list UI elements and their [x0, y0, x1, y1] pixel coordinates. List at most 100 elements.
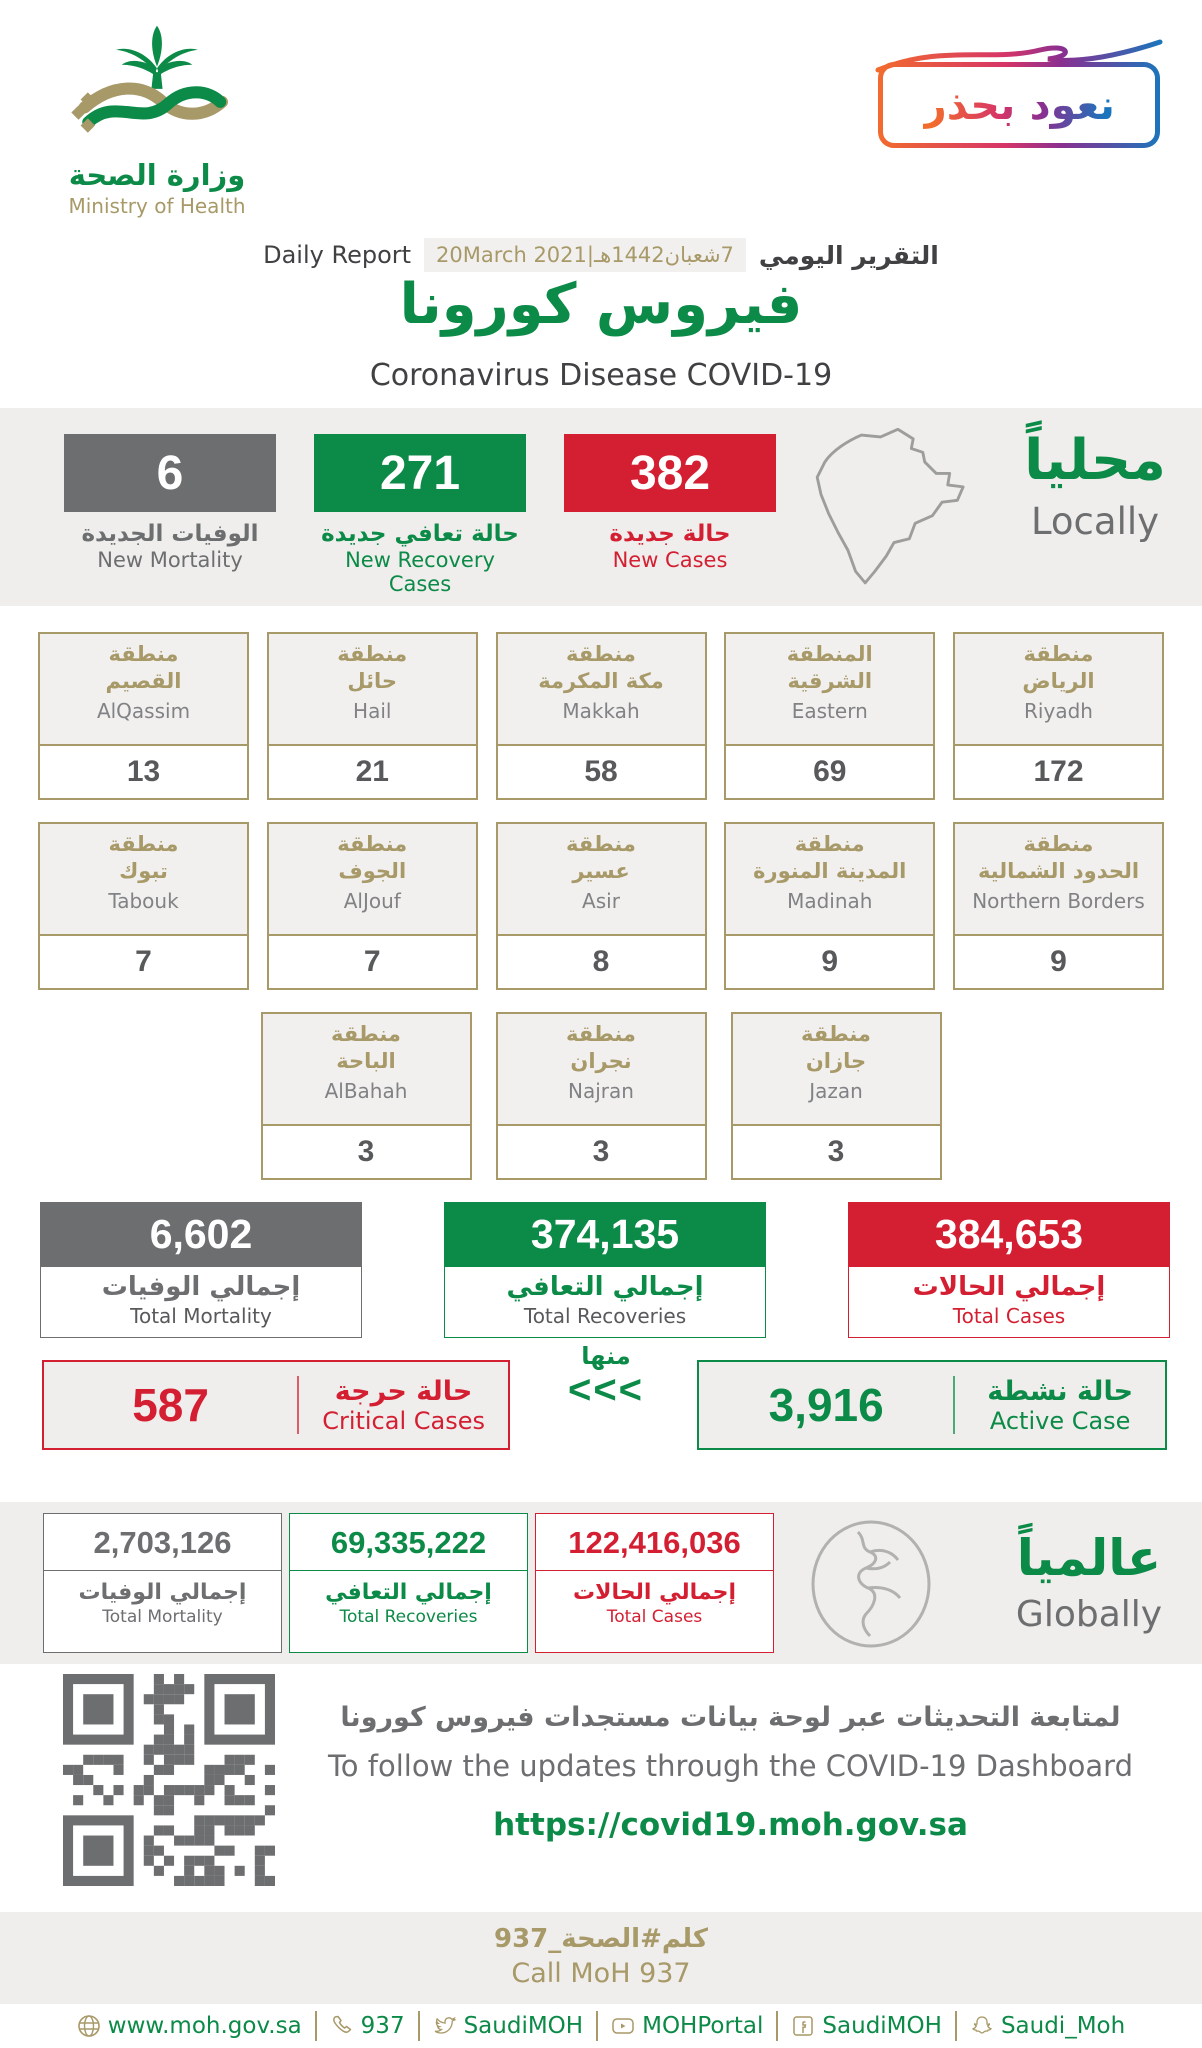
new-recovery-label-ar: حالة تعافي جديدة	[321, 521, 519, 547]
footer-link-text: www.moh.gov.sa	[107, 2013, 302, 2039]
dashboard-url-link[interactable]: https://covid19.moh.gov.sa	[493, 1807, 968, 1843]
region-value: 7	[363, 945, 381, 978]
total-recoveries-label-ar: إجمالي التعافي	[506, 1272, 704, 1302]
facebook-icon	[793, 2016, 814, 2036]
global-cases-label-en: Total Cases	[606, 1607, 703, 1627]
report-title-ar: التقرير اليومي	[758, 240, 939, 270]
region-en: Jazan	[809, 1079, 863, 1103]
globe-icon	[811, 1520, 931, 1648]
region-ar2: جازان	[805, 1049, 867, 1073]
new-cases-stat: 382 حالة جديدة New Cases	[564, 434, 776, 572]
region-ar: منطقة	[331, 1022, 401, 1046]
locally-heading-en: Locally	[1030, 500, 1160, 543]
new-recovery-stat: 271 حالة تعافي جديدة New Recovery Cases	[314, 434, 526, 596]
region-en: Makkah	[562, 699, 640, 723]
new-mortality-label-ar: الوفيات الجديدة	[81, 521, 259, 547]
region-card-hail: منطقة حائل Hail 21	[266, 632, 478, 800]
region-ar2: الشرقية	[787, 669, 873, 693]
total-recoveries-block: 374,135 إجمالي التعافي Total Recoveries	[444, 1202, 766, 1338]
footer-link-text: 937	[360, 2013, 405, 2039]
youtube-icon	[612, 2018, 634, 2034]
region-ar2: مكة المكرمة	[538, 669, 664, 693]
region-card-northern-borders: منطقة الحدود الشمالية Northern Borders 9	[953, 822, 1164, 990]
region-ar2: الباحة	[336, 1049, 396, 1073]
twitter-icon	[434, 2016, 457, 2034]
globally-heading: عالمياً Globally	[994, 1528, 1184, 1635]
total-cases-value: 384,653	[848, 1202, 1170, 1266]
region-en: Hail	[353, 699, 392, 723]
divider	[776, 2011, 779, 2041]
footer-link-twitter[interactable]: SaudiMOH	[433, 2013, 584, 2039]
region-card-najran: منطقة نجران Najran 3	[495, 1012, 707, 1180]
total-cases-label-ar: إجمالي الحالات	[912, 1272, 1106, 1302]
footer-link-text: SaudiMOH	[463, 2013, 584, 2039]
region-ar: منطقة	[801, 1022, 871, 1046]
region-ar: منطقة	[108, 832, 179, 856]
region-en: Madinah	[787, 889, 873, 913]
region-ar: منطقة	[1023, 642, 1094, 666]
region-ar: منطقة	[794, 832, 865, 856]
global-cases-value: 122,416,036	[536, 1514, 773, 1571]
footer-link-snapchat[interactable]: Saudi_Moh	[970, 2013, 1125, 2039]
region-en: Najran	[568, 1079, 634, 1103]
region-value: 172	[1033, 755, 1084, 788]
total-mortality-block: 6,602 إجمالي الوفيات Total Mortality	[40, 1202, 362, 1338]
footer-link-phone[interactable]: 937	[330, 2013, 405, 2039]
footer-link-facebook[interactable]: SaudiMOH	[791, 2013, 942, 2039]
critical-cases-box: حالة حرجة Critical Cases 587	[42, 1360, 510, 1450]
call-moh-band: كلم#الصحة_937 Call MoH 937	[0, 1912, 1202, 2004]
region-en: Tabouk	[108, 889, 179, 913]
global-recoveries-label-en: Total Recoveries	[339, 1607, 478, 1627]
region-value: 58	[584, 755, 618, 788]
region-card-eastern: المنطقة الشرقية Eastern 69	[724, 632, 936, 800]
active-value: 3,916	[768, 1379, 884, 1431]
logo-title-ar: وزارة الصحة	[68, 158, 246, 192]
active-cases-box: حالة نشطة Active Case 3,916	[697, 1360, 1167, 1450]
new-recovery-value: 271	[314, 434, 526, 512]
region-ar2: نجران	[570, 1049, 632, 1073]
page-title-en: Coronavirus Disease COVID-19	[369, 358, 833, 393]
region-ar: منطقة	[337, 642, 408, 666]
badge-frame: نعود بحذر	[878, 62, 1160, 148]
region-value: 8	[592, 945, 610, 978]
new-mortality-value: 6	[64, 434, 276, 512]
new-cases-label-en: New Cases	[612, 548, 728, 572]
new-recovery-label-en: New Recovery Cases	[345, 548, 495, 596]
region-value: 3	[592, 1135, 610, 1168]
global-mortality-label-ar: إجمالي الوفيات	[78, 1580, 247, 1605]
divider	[954, 2011, 957, 2041]
region-ar2: القصيم	[105, 669, 182, 693]
critical-active-row: حالة نشطة Active Case 3,916 منها <<< حال…	[0, 1342, 1202, 1455]
page-title-ar: فيروس كورونا	[399, 272, 803, 337]
footer-link-website[interactable]: www.moh.gov.sa	[77, 2013, 302, 2039]
divider	[297, 1376, 300, 1434]
snapchat-icon	[972, 2016, 992, 2034]
active-label-ar: حالة نشطة	[987, 1375, 1134, 1407]
global-recoveries-box: 69,335,222 إجمالي التعافي Total Recoveri…	[289, 1513, 528, 1653]
logo-title-en: Ministry of Health	[68, 194, 246, 218]
locally-heading: محلياً Locally	[1004, 428, 1186, 543]
region-value: 13	[126, 755, 161, 788]
region-value: 3	[827, 1135, 845, 1168]
region-card-aljouf: منطقة الجوف AlJouf 7	[266, 822, 478, 990]
total-recoveries-value: 374,135	[444, 1202, 766, 1266]
region-value: 9	[1050, 945, 1067, 978]
dashboard-note-ar: لمتابعة التحديثات عبر لوحة بيانات مستجدا…	[340, 1702, 1121, 1733]
region-en: Asir	[582, 889, 620, 913]
total-mortality-label-en: Total Mortality	[130, 1304, 272, 1328]
global-recoveries-value: 69,335,222	[290, 1514, 527, 1571]
footer-link-text: SaudiMOH	[822, 2013, 942, 2039]
total-cases-label-en: Total Cases	[952, 1304, 1066, 1328]
saudi-arabia-map-icon	[815, 427, 965, 585]
call-label-en: Call MoH 937	[511, 1958, 691, 1989]
call-hashtag: كلم#الصحة_937	[494, 1924, 708, 1954]
divider	[417, 2011, 420, 2041]
region-en: AlQassim	[96, 699, 191, 723]
total-mortality-value: 6,602	[40, 1202, 362, 1266]
locally-section: 6 الوفيات الجديدة New Mortality 271 حالة…	[0, 408, 1202, 606]
report-header-row: التقرير اليومي 7شعبان1442هـ|20March 2021…	[0, 238, 1202, 272]
footer-link-youtube[interactable]: MOHPortal	[611, 2013, 763, 2039]
critical-label-en: Critical Cases	[322, 1406, 485, 1435]
new-cases-value: 382	[564, 434, 776, 512]
of-which-connector: منها <<<	[556, 1342, 656, 1410]
